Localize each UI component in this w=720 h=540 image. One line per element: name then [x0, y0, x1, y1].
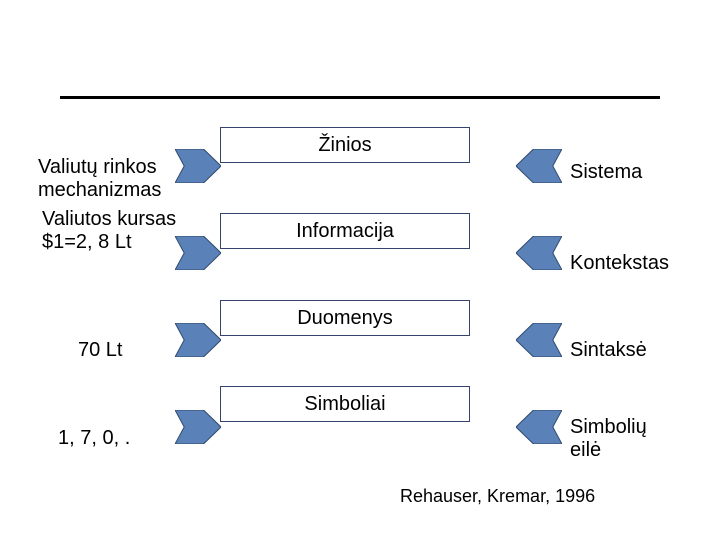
right-label-text: Sistema — [570, 161, 642, 183]
title-rule — [60, 96, 660, 99]
citation-text: Rehauser, Kremar, 1996 — [400, 486, 595, 506]
arrow-left-icon — [516, 323, 562, 357]
arrow-left-icon — [516, 410, 562, 444]
center-box-simboliai: Simboliai — [220, 386, 470, 422]
citation: Rehauser, Kremar, 1996 — [400, 486, 595, 507]
center-box-label: Simboliai — [304, 393, 385, 416]
left-label-text: Valiutos kursas $1=2, 8 Lt — [42, 208, 176, 253]
right-label-simboliu-eile: Simbolių eilė — [570, 416, 690, 462]
center-box-duomenys: Duomenys — [220, 300, 470, 336]
right-label-kontekstas: Kontekstas — [570, 252, 710, 275]
right-label-text: Kontekstas — [570, 252, 669, 274]
left-label-text: 70 Lt — [78, 339, 122, 361]
center-box-label: Duomenys — [297, 307, 393, 330]
arrow-right-icon — [175, 410, 221, 444]
left-label-septyniasdesimt: 70 Lt — [78, 339, 188, 362]
arrow-right-icon — [175, 149, 221, 183]
center-box-label: Informacija — [296, 220, 394, 243]
left-label-text: Valiutų rinkos mechanizmas — [38, 156, 161, 201]
right-label-text: Sintaksė — [570, 339, 647, 361]
right-label-text: Simbolių eilė — [570, 416, 647, 461]
arrow-right-icon — [175, 323, 221, 357]
left-label-text: 1, 7, 0, . — [58, 427, 130, 449]
right-label-sintakse: Sintaksė — [570, 339, 700, 362]
center-box-informacija: Informacija — [220, 213, 470, 249]
right-label-sistema: Sistema — [570, 161, 700, 184]
left-label-vienas-septyni: 1, 7, 0, . — [58, 427, 188, 450]
center-box-label: Žinios — [318, 134, 371, 157]
arrow-right-icon — [175, 236, 221, 270]
diagram-stage: Žinios Informacija Duomenys Simboliai Valiu… — [0, 0, 720, 540]
arrow-left-icon — [516, 236, 562, 270]
center-box-zinios: Žinios — [220, 127, 470, 163]
arrow-left-icon — [516, 149, 562, 183]
left-label-valiutu-rinkos: Valiutų rinkos mechanizmas — [38, 156, 198, 202]
